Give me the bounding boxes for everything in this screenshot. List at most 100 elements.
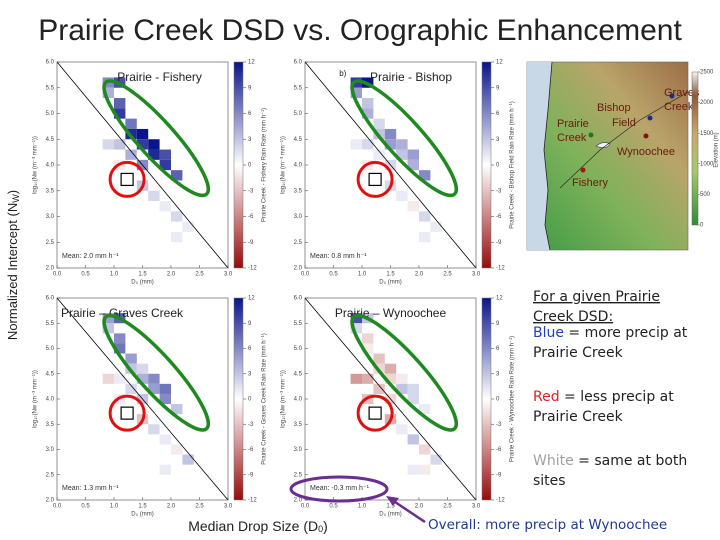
x-tick-label: 2.0 <box>167 272 176 278</box>
map-label: Wynoochee <box>617 146 675 158</box>
heatmap-cell <box>171 404 183 415</box>
y-tick-label: 2.5 <box>294 472 303 478</box>
heatmap-cell <box>350 87 362 99</box>
y-tick-label: 4.5 <box>46 137 55 143</box>
map-site <box>643 133 649 139</box>
y-tick-label: 5.5 <box>294 321 303 327</box>
note-text: = less precip at <box>560 389 675 405</box>
y-tick-label: 4.0 <box>46 163 55 169</box>
panel-title: Prairie - Bishop <box>370 70 452 84</box>
heatmap-cell <box>430 454 442 465</box>
colorbar-tick-label: 9 <box>496 85 500 91</box>
map-label: Creek <box>664 101 694 113</box>
elevation-tick-label: 1000 <box>700 161 714 167</box>
colorbar-tick-label: 0 <box>496 397 500 403</box>
map-label: Field <box>612 117 636 129</box>
y-tick-label: 2.0 <box>46 498 55 504</box>
y-tick-label: 3.5 <box>294 422 303 428</box>
heatmap-cell <box>125 353 137 364</box>
colorbar-tick-label: 0 <box>496 163 500 169</box>
elevation-tick-label: 1500 <box>700 131 714 137</box>
colorbar-tick-label: -3 <box>496 422 502 428</box>
colorbar <box>481 61 492 269</box>
heatmap-cell <box>407 231 419 243</box>
map-site <box>669 93 675 99</box>
heatmap-cell <box>396 139 408 150</box>
label-part: Normalized Intercept (N <box>5 203 20 340</box>
y-tick-label: 4.5 <box>294 137 303 143</box>
x-tick-label: 2.5 <box>443 272 452 278</box>
heatmap-cell <box>362 139 374 150</box>
heatmap-cell <box>171 170 183 181</box>
colorbar-tick-label: 12 <box>248 60 255 66</box>
x-tick-label: 1.0 <box>358 504 367 510</box>
map-site <box>588 132 594 138</box>
x-tick-label: 1.0 <box>110 504 119 510</box>
heatmap-cell <box>159 393 171 405</box>
heatmap-cell <box>136 373 149 384</box>
x-tick-label: 3.0 <box>224 272 233 278</box>
x-tick-label: 0.5 <box>329 504 338 510</box>
note-text: = more precip at <box>564 325 688 341</box>
heatmap-cell <box>171 211 183 222</box>
y-tick-label: 3.5 <box>46 422 55 428</box>
highlight-circle <box>108 160 146 198</box>
colorbar <box>481 297 492 501</box>
y-tick-label: 5.0 <box>46 346 55 352</box>
highlight-ellipse <box>350 313 459 432</box>
heatmap-cell <box>362 343 374 354</box>
map-label: Creek <box>557 132 587 144</box>
heatmap-cell <box>407 464 419 475</box>
heatmap-cell <box>407 159 419 171</box>
heatmap-cell <box>159 201 171 212</box>
heatmap-cell <box>148 190 160 202</box>
reference-cell <box>120 172 134 187</box>
colorbar-tick-label: -12 <box>248 266 257 272</box>
colorbar-tick-label: -12 <box>496 266 505 272</box>
colorbar-label: Prairie Creek - Graves Creek Rain Rate (… <box>262 333 268 465</box>
heatmap-cell <box>350 313 362 324</box>
map-label: Fishery <box>572 177 609 189</box>
note-key: Red <box>533 389 560 405</box>
y-tick-label: 4.0 <box>294 397 303 403</box>
note-intro: Creek DSD: <box>533 309 613 325</box>
x-tick-label: 1.5 <box>386 272 395 278</box>
colorbar-tick-label: 3 <box>248 137 252 143</box>
panel-title: Prairie – Graves Creek <box>61 306 184 320</box>
colorbar-tick-label: 6 <box>248 111 252 117</box>
x-axis-label: D₀ (mm) <box>379 512 401 518</box>
mean-highlight <box>289 475 389 503</box>
elevation-tick-label: 0 <box>700 223 704 229</box>
x-tick-label: 1.0 <box>110 272 119 278</box>
y-tick-label: 2.5 <box>294 240 303 246</box>
y-tick-label: 2.0 <box>294 266 303 272</box>
label-part: Median Drop Size (D <box>188 518 318 534</box>
heatmap-cell <box>396 149 408 160</box>
colorbar-tick-label: -12 <box>496 498 505 504</box>
heatmap-cell <box>148 424 160 435</box>
arrow-head <box>386 496 399 506</box>
colorbar-tick-label: 9 <box>248 85 252 91</box>
heatmap-cell <box>159 149 171 160</box>
heatmap-cell <box>171 464 183 475</box>
heatmap-cell <box>114 108 126 119</box>
heatmap-cell <box>384 363 397 374</box>
heatmap-cell <box>407 149 419 160</box>
x-tick-label: 1.0 <box>358 272 367 278</box>
panel-title: Prairie - Fishery <box>117 70 202 84</box>
colorbar-tick-label: -9 <box>248 240 254 246</box>
heatmap-cell <box>114 139 126 150</box>
panel-label: b) <box>339 69 346 78</box>
colorbar-tick-label: 3 <box>496 137 500 143</box>
y-tick-label: 5.5 <box>294 85 303 91</box>
heatmap-cell <box>148 139 160 150</box>
colorbar-tick-label: -6 <box>248 447 254 453</box>
x-tick-label: 2.5 <box>195 272 204 278</box>
note-item: White = same at both <box>533 453 687 469</box>
x-tick-label: 0.5 <box>81 272 90 278</box>
highlight-circle <box>356 394 394 432</box>
heatmap-cell <box>350 139 362 150</box>
y-tick-label: 5.0 <box>46 111 55 117</box>
heatmap-cell <box>102 87 114 99</box>
heatmap-cell <box>114 333 126 344</box>
